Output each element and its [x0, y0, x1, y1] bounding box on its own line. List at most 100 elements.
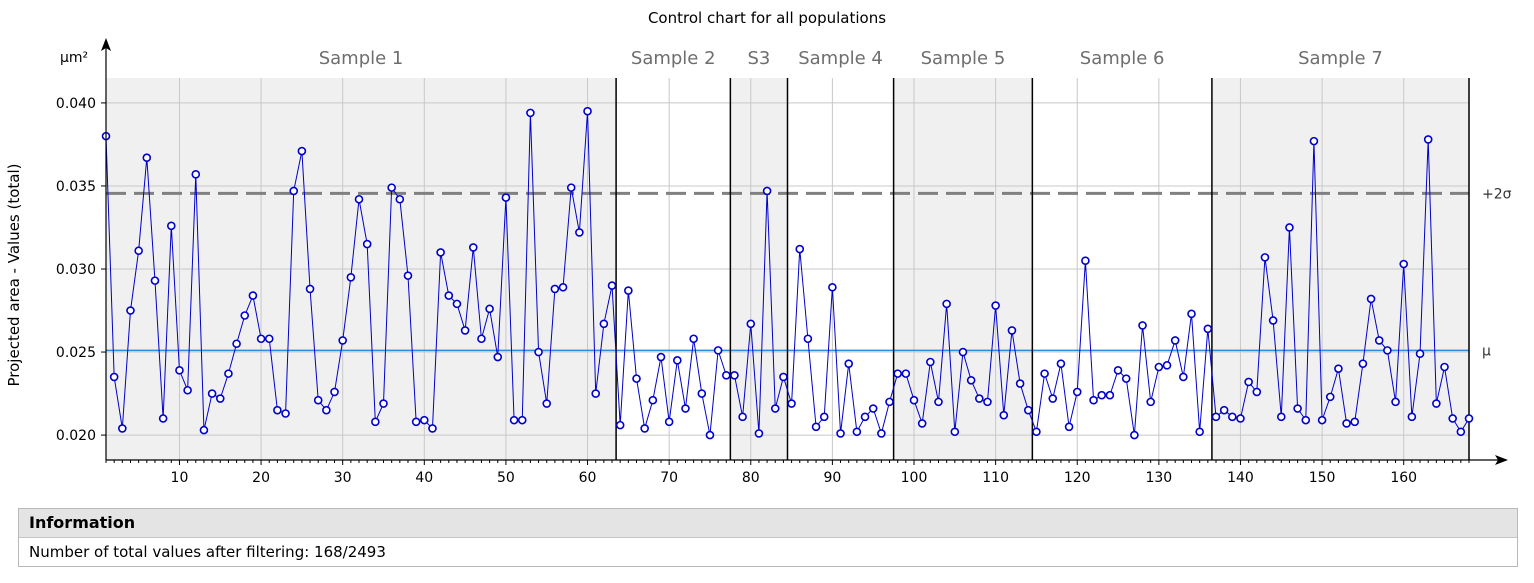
- data-point: [909, 395, 919, 405]
- data-point: [1203, 324, 1213, 334]
- data-point: [436, 248, 445, 257]
- y-tick-label: 0.035: [56, 179, 96, 195]
- data-point: [689, 334, 698, 344]
- filter-count-text: Number of total values after filtering: …: [29, 543, 386, 561]
- x-tick-label: 130: [1145, 470, 1172, 486]
- x-tick-label: 150: [1309, 470, 1336, 486]
- data-point: [926, 357, 935, 367]
- data-point: [1089, 395, 1098, 405]
- x-tick-label: 110: [982, 470, 1009, 486]
- x-tick-label: 90: [823, 470, 841, 486]
- data-point: [721, 370, 731, 380]
- data-point: [632, 374, 641, 383]
- data-point: [550, 284, 560, 294]
- data-point: [1023, 405, 1033, 415]
- x-tick-label: 70: [660, 470, 678, 486]
- data-point: [1056, 359, 1066, 368]
- data-point: [917, 419, 927, 428]
- data-point: [207, 389, 217, 398]
- x-tick-label: 160: [1390, 470, 1417, 486]
- data-point: [705, 430, 715, 440]
- data-point: [640, 424, 649, 433]
- data-point: [1170, 336, 1180, 345]
- data-point: [1244, 377, 1253, 387]
- data-point: [428, 424, 437, 433]
- data-point: [1309, 136, 1319, 146]
- data-point: [673, 356, 682, 365]
- data-point: [248, 291, 258, 300]
- data-point: [493, 352, 503, 362]
- data-point: [615, 420, 625, 430]
- data-point: [1138, 321, 1147, 330]
- data-point: [1252, 387, 1262, 397]
- data-point: [1440, 362, 1449, 372]
- plus-2-sigma-label: +2σ: [1482, 186, 1512, 202]
- y-axis-arrow: [101, 38, 111, 51]
- data-point: [395, 194, 405, 204]
- x-tick-label: 120: [1064, 470, 1091, 486]
- data-point: [477, 334, 486, 344]
- data-point: [811, 422, 821, 432]
- data-point: [1040, 369, 1049, 378]
- data-point: [877, 429, 886, 438]
- data-point: [852, 427, 862, 437]
- chart-title: Control chart for all populations: [648, 9, 886, 27]
- data-point: [575, 228, 584, 237]
- data-point: [338, 336, 347, 345]
- data-point: [224, 369, 233, 378]
- data-point: [1081, 256, 1090, 265]
- data-point: [354, 194, 364, 204]
- data-point: [1113, 366, 1123, 375]
- data-point: [974, 394, 984, 403]
- data-point: [762, 186, 772, 196]
- data-point: [1032, 427, 1041, 437]
- data-point: [1236, 414, 1245, 423]
- x-tick-label: 50: [497, 470, 515, 486]
- sample-label: Sample 7: [1298, 48, 1383, 69]
- data-point: [697, 389, 707, 398]
- y-tick-label: 0.020: [56, 428, 96, 444]
- x-tick-label: 30: [334, 470, 352, 486]
- data-point: [509, 415, 519, 425]
- data-point: [738, 412, 747, 422]
- data-point: [819, 412, 829, 422]
- data-point: [109, 372, 119, 382]
- data-point: [1325, 392, 1335, 402]
- data-point: [1334, 364, 1343, 373]
- data-point: [1228, 412, 1237, 422]
- data-point: [1432, 399, 1441, 408]
- data-point: [1391, 397, 1400, 407]
- data-point: [289, 186, 299, 196]
- data-point: [420, 415, 429, 425]
- data-point: [444, 291, 454, 300]
- data-point: [1121, 374, 1131, 383]
- data-point: [1187, 309, 1196, 319]
- data-point: [1285, 223, 1294, 232]
- data-point: [844, 359, 854, 368]
- data-point: [746, 319, 756, 329]
- data-point: [281, 409, 290, 418]
- information-panel: Information Number of total values after…: [18, 508, 1518, 567]
- data-point: [142, 153, 152, 163]
- data-point: [1448, 414, 1457, 423]
- sample-label: Sample 2: [631, 48, 716, 69]
- data-point: [1342, 419, 1351, 428]
- data-point: [591, 389, 601, 398]
- data-point: [542, 399, 552, 408]
- data-point: [754, 429, 764, 438]
- data-point: [183, 385, 192, 395]
- axes: 10 20 30 40 50 60 70 80 90 100 110 120 130 140 150 160 0…: [56, 38, 1508, 486]
- data-point: [1358, 359, 1368, 368]
- data-point: [1048, 394, 1058, 403]
- data-point: [1383, 346, 1392, 355]
- data-point: [1317, 415, 1327, 425]
- data-point: [517, 415, 527, 425]
- data-point: [991, 301, 1000, 310]
- data-point: [305, 284, 315, 294]
- data-point: [1374, 336, 1384, 345]
- data-point: [379, 399, 388, 408]
- y-axis-label: Projected area - Values (total): [5, 163, 23, 386]
- data-point: [583, 106, 592, 116]
- data-point: [150, 276, 160, 285]
- sample-dividers: [615, 78, 1470, 460]
